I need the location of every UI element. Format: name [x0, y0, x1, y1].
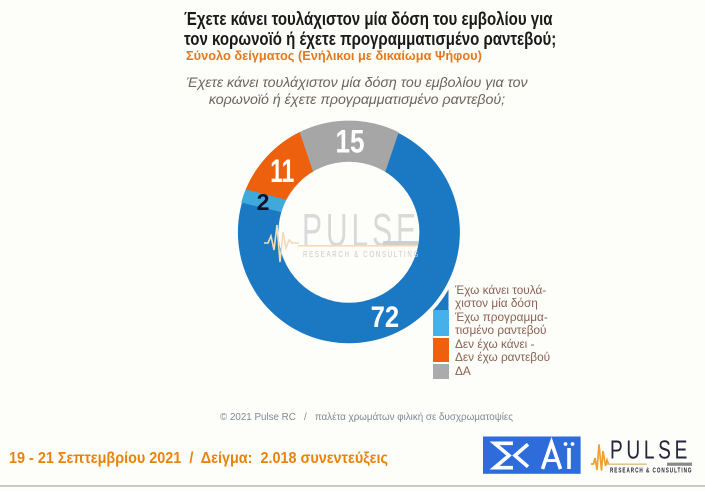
- svg-text:PULSE: PULSE: [610, 434, 691, 464]
- svg-text:15: 15: [336, 123, 365, 159]
- svg-text:72: 72: [371, 301, 400, 334]
- svg-text:2: 2: [257, 189, 270, 215]
- svg-text:PULSE: PULSE: [302, 204, 420, 256]
- svg-text:RESEARCH & CONSULTING: RESEARCH & CONSULTING: [610, 468, 693, 475]
- svg-text:11: 11: [270, 153, 294, 189]
- svg-text:RESEARCH & CONSULTING: RESEARCH & CONSULTING: [303, 250, 420, 259]
